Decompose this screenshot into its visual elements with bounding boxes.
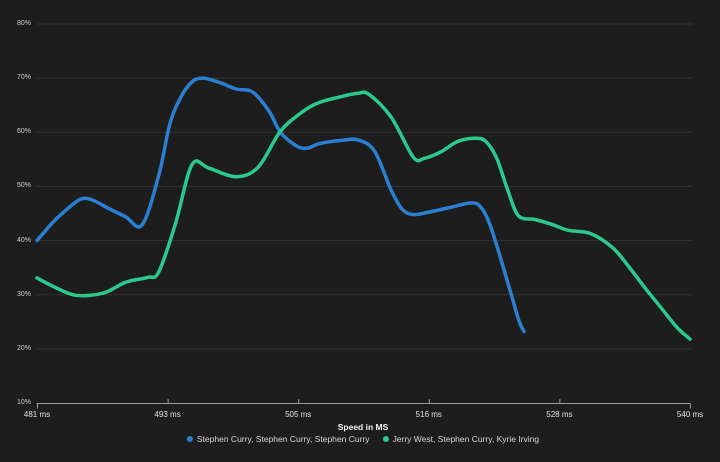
y-tick-label: 60% [16, 128, 31, 136]
y-tick-label: 20% [16, 344, 31, 352]
series1-marker-icon [186, 436, 193, 442]
series-line-1[interactable] [35, 76, 526, 334]
x-tick-label: 481 ms [23, 410, 51, 419]
y-tick-label: 10% [16, 399, 31, 406]
legend-item-series-2[interactable]: Jerry West, Stephen Curry, Kyrie Irving [382, 434, 540, 444]
series2-marker-icon [382, 436, 389, 442]
y-tick-label: 70% [16, 74, 31, 82]
x-axis-title: Speed in MS [337, 422, 389, 432]
y-tick-label: 30% [16, 290, 31, 298]
x-tick-label: 516 ms [415, 410, 442, 419]
y-tick-label: 80% [16, 20, 31, 27]
x-tick-label: 505 ms [285, 410, 312, 419]
y-tick-label: 40% [16, 236, 31, 244]
legend-item-series-1[interactable]: Stephen Curry, Stephen Curry, Stephen Cu… [186, 434, 370, 444]
legend-item-label: Jerry West, Stephen Curry, Kyrie Irving [392, 434, 540, 444]
x-tick-label: 528 ms [546, 410, 573, 419]
x-tick-label: 540 ms [676, 410, 704, 419]
legend: Stephen Curry, Stephen Curry, Stephen Cu… [186, 434, 540, 444]
series-line-2[interactable] [35, 90, 692, 341]
y-tick-label: 50% [16, 182, 31, 190]
legend-item-label: Stephen Curry, Stephen Curry, Stephen Cu… [196, 434, 370, 444]
x-tick-label: 493 ms [154, 410, 181, 419]
